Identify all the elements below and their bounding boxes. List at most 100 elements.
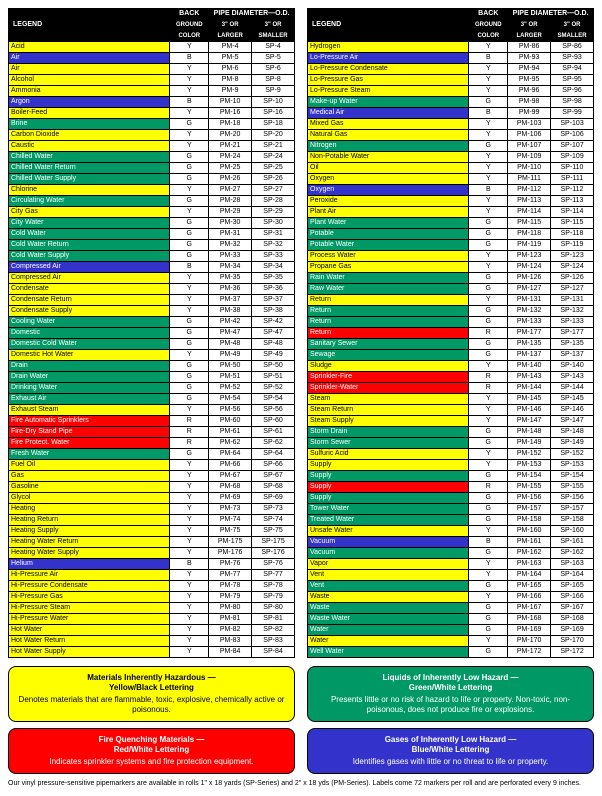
table-row: GasYPM-67SP-67 [9, 471, 295, 482]
bgcolor-cell: Y [469, 75, 508, 86]
sp-cell: SP-132 [551, 306, 594, 317]
legend-cell: Air [9, 53, 170, 64]
sp-cell: SP-109 [551, 152, 594, 163]
sp-cell: SP-28 [252, 196, 295, 207]
legend-cell: Natural Gas [308, 130, 469, 141]
bgcolor-cell: G [170, 361, 209, 372]
pm-cell: PM-21 [209, 141, 252, 152]
bgcolor-cell: G [170, 339, 209, 350]
bgcolor-cell: B [170, 53, 209, 64]
bgcolor-cell: Y [170, 636, 209, 647]
bgcolor-cell: Y [170, 273, 209, 284]
table-row: SteamYPM-145SP-145 [308, 394, 594, 405]
th-lg1: 3" OR [209, 20, 252, 31]
table-row: Non-Potable WaterYPM-109SP-109 [308, 152, 594, 163]
bgcolor-cell: B [469, 108, 508, 119]
bgcolor-cell: G [170, 229, 209, 240]
pm-cell: PM-50 [209, 361, 252, 372]
table-row: Hot WaterYPM-82SP-82 [9, 625, 295, 636]
legend-cell: Oil [308, 163, 469, 174]
table-row: Fresh WaterGPM-64SP-64 [9, 449, 295, 460]
legend-cell: Fuel Oil [9, 460, 170, 471]
sp-cell: SP-96 [551, 86, 594, 97]
bgcolor-cell: G [469, 471, 508, 482]
sp-cell: SP-155 [551, 482, 594, 493]
table-row: HydrogenYPM-86SP-86 [308, 42, 594, 53]
legend-cell: Compressed Air [9, 273, 170, 284]
sp-cell: SP-68 [252, 482, 295, 493]
bgcolor-cell: G [469, 515, 508, 526]
legend-cell: Treated Water [308, 515, 469, 526]
bgcolor-cell: R [170, 416, 209, 427]
table-row: Hi-Pressure AirYPM-77SP-77 [9, 570, 295, 581]
bgcolor-cell: G [469, 97, 508, 108]
table-row: City GasYPM-29SP-29 [9, 207, 295, 218]
sp-cell: SP-80 [252, 603, 295, 614]
bgcolor-cell: Y [170, 570, 209, 581]
table-row: DomesticGPM-47SP-47 [9, 328, 295, 339]
legend-cell: Return [308, 317, 469, 328]
table-row: PeroxideYPM-113SP-113 [308, 196, 594, 207]
sp-cell: SP-69 [252, 493, 295, 504]
pm-cell: PM-177 [508, 328, 551, 339]
bgcolor-cell: Y [170, 295, 209, 306]
table-row: Domestic Hot WaterYPM-49SP-49 [9, 350, 295, 361]
pm-cell: PM-124 [508, 262, 551, 273]
pm-cell: PM-54 [209, 394, 252, 405]
table-row: Heating ReturnYPM-74SP-74 [9, 515, 295, 526]
sp-cell: SP-124 [551, 262, 594, 273]
th-bg1: BACK [469, 9, 508, 20]
table-row: Drain WaterGPM-51SP-51 [9, 372, 295, 383]
pm-cell: PM-163 [508, 559, 551, 570]
table-row: WasteYPM-166SP-166 [308, 592, 594, 603]
pm-cell: PM-62 [209, 438, 252, 449]
legend-cell: Argon [9, 97, 170, 108]
pm-cell: PM-94 [508, 64, 551, 75]
legend-cell: Hot Water Supply [9, 647, 170, 658]
box-y-title: Materials Inherently Hazardous — [87, 673, 215, 682]
th-legend: LEGEND [308, 9, 469, 42]
bgcolor-cell: G [469, 625, 508, 636]
pm-cell: PM-8 [209, 75, 252, 86]
legend-cell: Hydrogen [308, 42, 469, 53]
table-row: Lo-Pressure SteamYPM-96SP-96 [308, 86, 594, 97]
pm-cell: PM-4 [209, 42, 252, 53]
pm-cell: PM-98 [508, 97, 551, 108]
sp-cell: SP-16 [252, 108, 295, 119]
table-row: Drinking WaterGPM-52SP-52 [9, 383, 295, 394]
sp-cell: SP-111 [551, 174, 594, 185]
table-row: NitrogenGPM-107SP-107 [308, 141, 594, 152]
table-row: ReturnGPM-132SP-132 [308, 306, 594, 317]
sp-cell: SP-21 [252, 141, 295, 152]
sp-cell: SP-35 [252, 273, 295, 284]
table-row: Steam SupplyYPM-147SP-147 [308, 416, 594, 427]
legend-boxes: Materials Inherently Hazardous —Yellow/B… [8, 666, 594, 774]
table-row: SewageGPM-137SP-137 [308, 350, 594, 361]
legend-cell: Domestic Hot Water [9, 350, 170, 361]
table-row: WaterGPM-169SP-169 [308, 625, 594, 636]
bgcolor-cell: G [170, 119, 209, 130]
th-sm2: SMALLER [252, 31, 295, 42]
bgcolor-cell: Y [170, 592, 209, 603]
pm-cell: PM-33 [209, 251, 252, 262]
legend-cell: Sprinkler-Water [308, 383, 469, 394]
bgcolor-cell: Y [469, 449, 508, 460]
legend-cell: Oxygen [308, 174, 469, 185]
legend-cell: Condensate Return [9, 295, 170, 306]
pm-cell: PM-133 [508, 317, 551, 328]
table-row: Unsafe WaterYPM-160SP-160 [308, 526, 594, 537]
pm-cell: PM-10 [209, 97, 252, 108]
sp-cell: SP-118 [551, 229, 594, 240]
sp-cell: SP-83 [252, 636, 295, 647]
legend-cell: Hi-Pressure Condensate [9, 581, 170, 592]
sp-cell: SP-5 [252, 53, 295, 64]
bgcolor-cell: Y [469, 262, 508, 273]
table-row: VacuumGPM-162SP-162 [308, 548, 594, 559]
bgcolor-cell: G [469, 317, 508, 328]
bgcolor-cell: G [469, 284, 508, 295]
bgcolor-cell: Y [469, 64, 508, 75]
pm-cell: PM-42 [209, 317, 252, 328]
legend-cell: Sludge [308, 361, 469, 372]
table-row: Compressed AirBPM-34SP-34 [9, 262, 295, 273]
legend-cell: Tower Water [308, 504, 469, 515]
